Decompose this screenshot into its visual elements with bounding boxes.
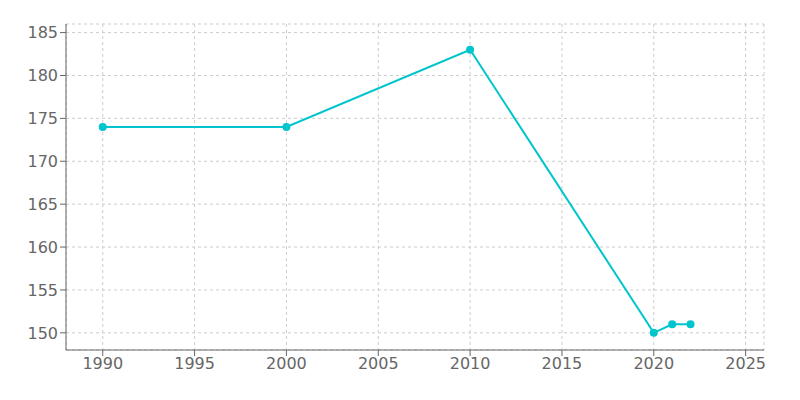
svg-text:2015: 2015 (542, 354, 583, 373)
svg-text:160: 160 (27, 238, 58, 257)
svg-text:180: 180 (27, 66, 58, 85)
svg-text:2005: 2005 (358, 354, 399, 373)
svg-text:185: 185 (27, 23, 58, 42)
svg-text:1995: 1995 (174, 354, 215, 373)
svg-text:2010: 2010 (450, 354, 491, 373)
svg-text:165: 165 (27, 195, 58, 214)
svg-text:2000: 2000 (266, 354, 307, 373)
svg-text:150: 150 (27, 324, 58, 343)
svg-text:155: 155 (27, 281, 58, 300)
svg-text:2020: 2020 (633, 354, 674, 373)
svg-text:2025: 2025 (725, 354, 766, 373)
svg-text:170: 170 (27, 152, 58, 171)
svg-text:1990: 1990 (82, 354, 123, 373)
svg-text:175: 175 (27, 109, 58, 128)
